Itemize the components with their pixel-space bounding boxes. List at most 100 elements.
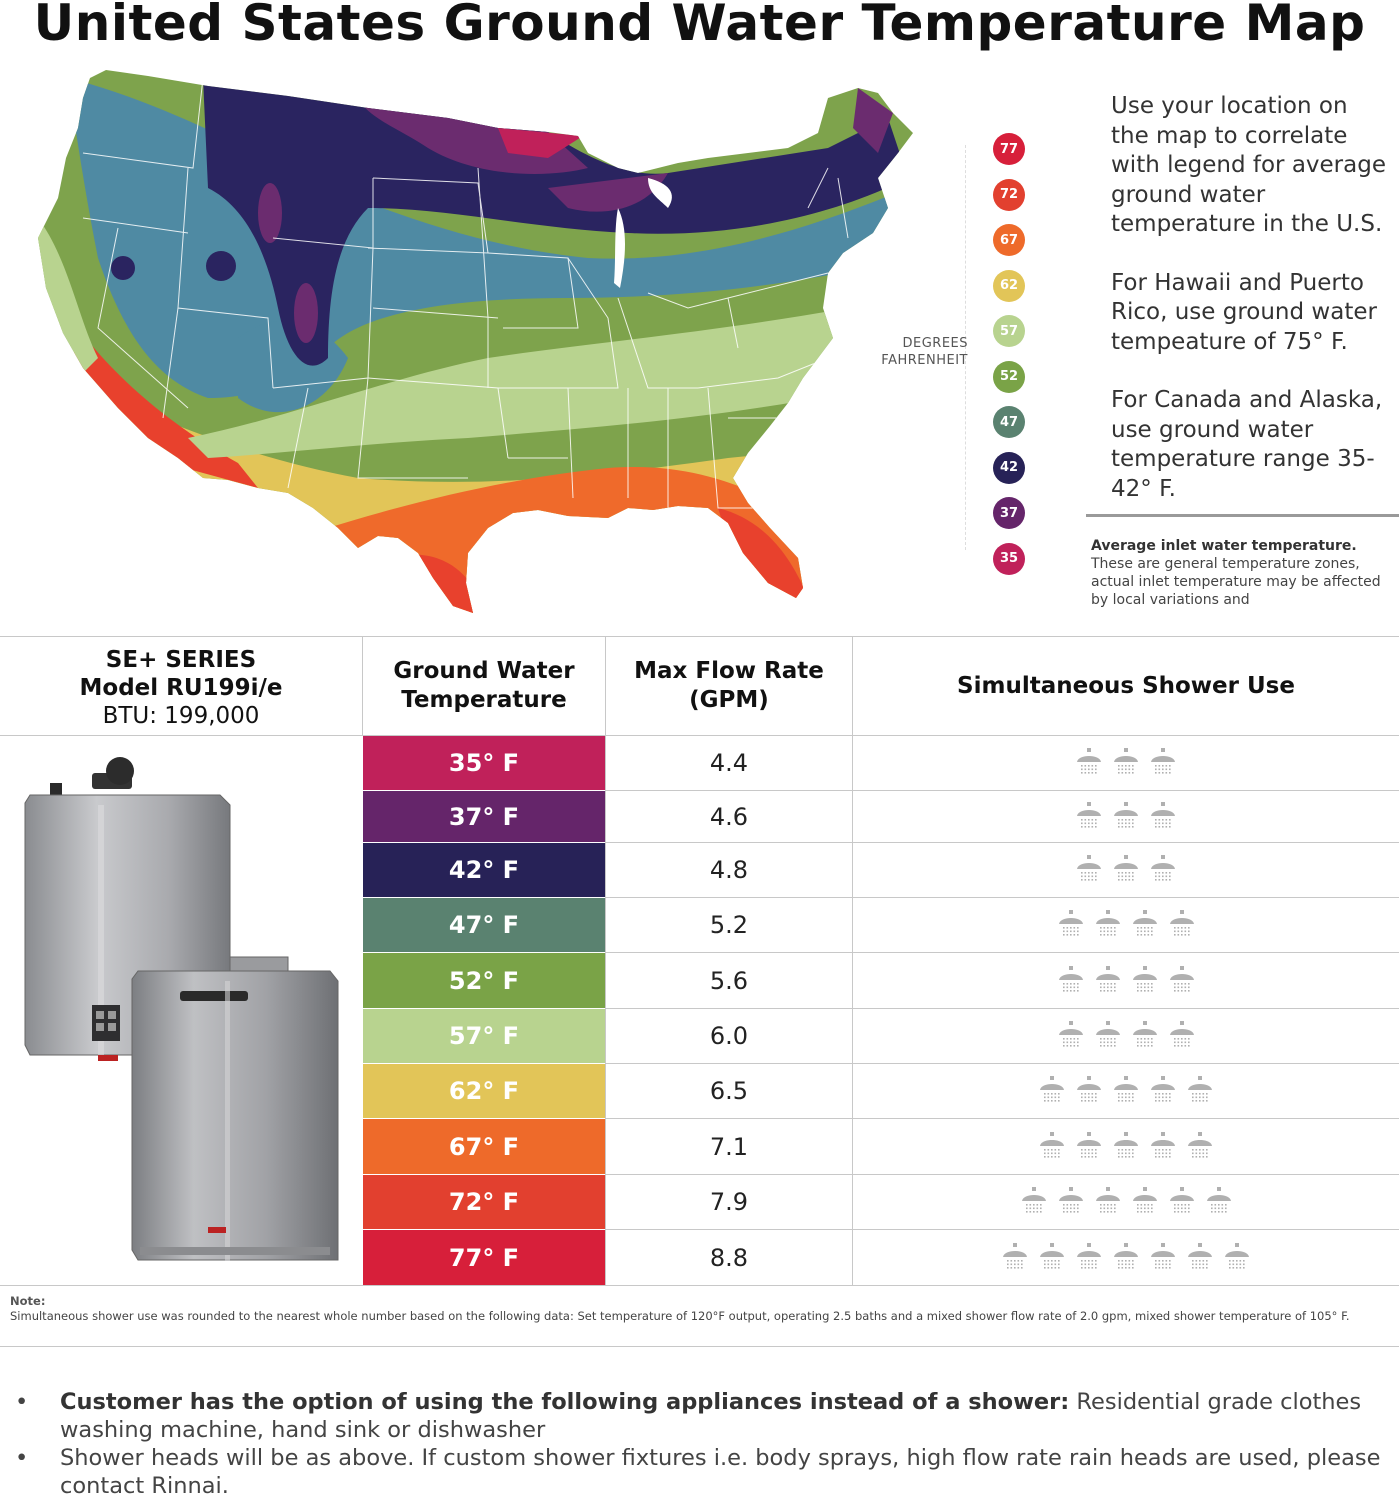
column-header-shower: Simultaneous Shower Use [957, 672, 1295, 699]
shower-use-cell [853, 791, 1399, 842]
legend-dot-57: 57 [993, 315, 1025, 347]
page-title: United States Ground Water Temperature M… [33, 0, 1366, 52]
legend-caption: DEGREES FAHRENHEIT [862, 335, 968, 369]
average-inlet-body: These are general temperature zones, act… [1091, 556, 1381, 608]
temperature-cell: 47° F [363, 898, 605, 952]
shower-head-icon [1148, 801, 1178, 832]
table-row: 47° F 5.2 [0, 897, 1399, 952]
shower-head-icon [1093, 910, 1123, 940]
model-name: Model RU199i/e [79, 675, 283, 701]
instruction-hawaii: For Hawaii and Puerto Rico, use ground w… [1111, 269, 1377, 355]
legend-dot-42: 42 [993, 451, 1025, 484]
shower-use-cell [853, 1064, 1399, 1118]
instruction-canada: For Canada and Alaska, use ground water … [1111, 387, 1383, 502]
shower-head-icon [1019, 1187, 1049, 1217]
legend-dot-62: 62 [993, 269, 1025, 302]
shower-head-icon [1167, 965, 1197, 996]
shower-use-cell [853, 1230, 1399, 1285]
shower-head-icon [1111, 855, 1141, 885]
model-btu: BTU: 199,000 [102, 703, 260, 729]
note-text: Simultaneous shower use was rounded to t… [10, 1309, 1350, 1323]
shower-head-icon [1074, 748, 1104, 778]
shower-head-icon [1037, 1242, 1067, 1273]
shower-head-icon [1111, 748, 1141, 778]
average-inlet-title: Average inlet water temperature. [1091, 538, 1357, 554]
temperature-cell: 67° F [363, 1119, 605, 1174]
flow-rate-cell: 5.2 [709, 911, 749, 939]
table-row: 72° F 7.9 [0, 1174, 1399, 1229]
shower-head-icon [1056, 1187, 1086, 1217]
shower-head-icon [1111, 1242, 1141, 1273]
legend-dot-47: 47 [993, 406, 1025, 438]
flow-rate-cell: 4.8 [709, 856, 749, 884]
shower-head-icon [1093, 965, 1123, 996]
legend-dot-67: 67 [993, 224, 1025, 256]
shower-head-icon [1130, 910, 1160, 940]
note-label: Note: [10, 1294, 46, 1308]
shower-head-icon [1111, 1076, 1141, 1106]
bullet-shower-heads-text: Shower heads will be as above. If custom… [60, 1445, 1381, 1499]
info-divider [1086, 514, 1399, 517]
flow-rate-table: SE+ SERIES Model RU199i/e BTU: 199,000 G… [0, 636, 1399, 1286]
bullet-appliances-bold: Customer has the option of using the fol… [60, 1389, 1070, 1415]
flow-rate-cell: 7.1 [709, 1132, 749, 1161]
shower-head-icon [1074, 1076, 1104, 1106]
shower-head-icon [1185, 1076, 1215, 1106]
shower-head-icon [1111, 1131, 1141, 1162]
shower-use-cell [853, 1119, 1399, 1174]
temperature-cell: 57° F [363, 1009, 605, 1063]
bullet-appliances: • Customer has the option of using the f… [15, 1388, 1385, 1444]
temperature-cell: 62° F [363, 1064, 605, 1118]
flow-rate-cell: 6.0 [709, 1022, 749, 1050]
shower-head-icon [1074, 1131, 1104, 1162]
table-note: Note: Simultaneous shower use was rounde… [10, 1294, 1395, 1324]
legend-dot-72: 72 [993, 178, 1025, 211]
shower-head-icon [1148, 1242, 1178, 1273]
shower-head-icon [1000, 1242, 1030, 1273]
temperature-cell: 37° F [363, 791, 605, 842]
table-row: 77° F 8.8 [0, 1229, 1399, 1285]
shower-head-icon [1148, 748, 1178, 778]
table-row: 37° F 4.6 [0, 790, 1399, 842]
shower-head-icon [1148, 1076, 1178, 1106]
shower-use-cell [853, 1175, 1399, 1229]
shower-head-icon [1130, 1021, 1160, 1051]
bullet-shower-heads: • Shower heads will be as above. If cust… [15, 1444, 1385, 1500]
bullet-appliances-text: Residential grade clothes washing machin… [60, 1389, 1362, 1443]
flow-rate-cell: 4.4 [709, 749, 749, 777]
legend-dot-77: 77 [993, 133, 1025, 165]
table-row: 62° F 6.5 [0, 1063, 1399, 1118]
model-header: SE+ SERIES Model RU199i/e BTU: 199,000 [0, 636, 362, 736]
temperature-cell: 72° F [363, 1175, 605, 1229]
flow-rate-cell: 8.8 [709, 1243, 749, 1272]
instruction-location: Use your location on the map to correlat… [1111, 93, 1386, 237]
flow-rate-cell: 4.6 [709, 802, 749, 831]
legend-dot-35: 35 [993, 542, 1025, 575]
shower-use-cell [853, 1009, 1399, 1063]
legend-divider [965, 145, 966, 550]
flow-rate-cell: 5.6 [709, 966, 749, 995]
table-row: 52° F 5.6 [0, 952, 1399, 1008]
flow-rate-cell: 6.5 [709, 1077, 749, 1105]
shower-head-icon [1130, 1187, 1160, 1217]
us-ground-water-temperature-map [38, 70, 913, 613]
column-header-temperature: Ground Water Temperature [393, 658, 575, 713]
shower-use-cell [853, 843, 1399, 897]
shower-head-icon [1074, 855, 1104, 885]
shower-head-icon [1037, 1076, 1067, 1106]
shower-head-icon [1204, 1187, 1234, 1217]
bullet-mark: • [15, 1389, 29, 1415]
legend-dot-37: 37 [993, 497, 1025, 529]
map-instructions: Use your location on the map to correlat… [1111, 92, 1391, 533]
shower-head-icon [1093, 1187, 1123, 1217]
shower-head-icon [1037, 1131, 1067, 1162]
shower-use-cell [853, 898, 1399, 952]
temperature-cell: 35° F [363, 736, 605, 790]
water-heater-image [24, 757, 339, 1261]
shower-head-icon [1148, 855, 1178, 885]
shower-head-icon [1167, 1021, 1197, 1051]
shower-head-icon [1056, 1021, 1086, 1051]
shower-head-icon [1222, 1242, 1252, 1273]
shower-head-icon [1074, 1242, 1104, 1273]
legend-caption-line1: DEGREES [902, 336, 968, 351]
